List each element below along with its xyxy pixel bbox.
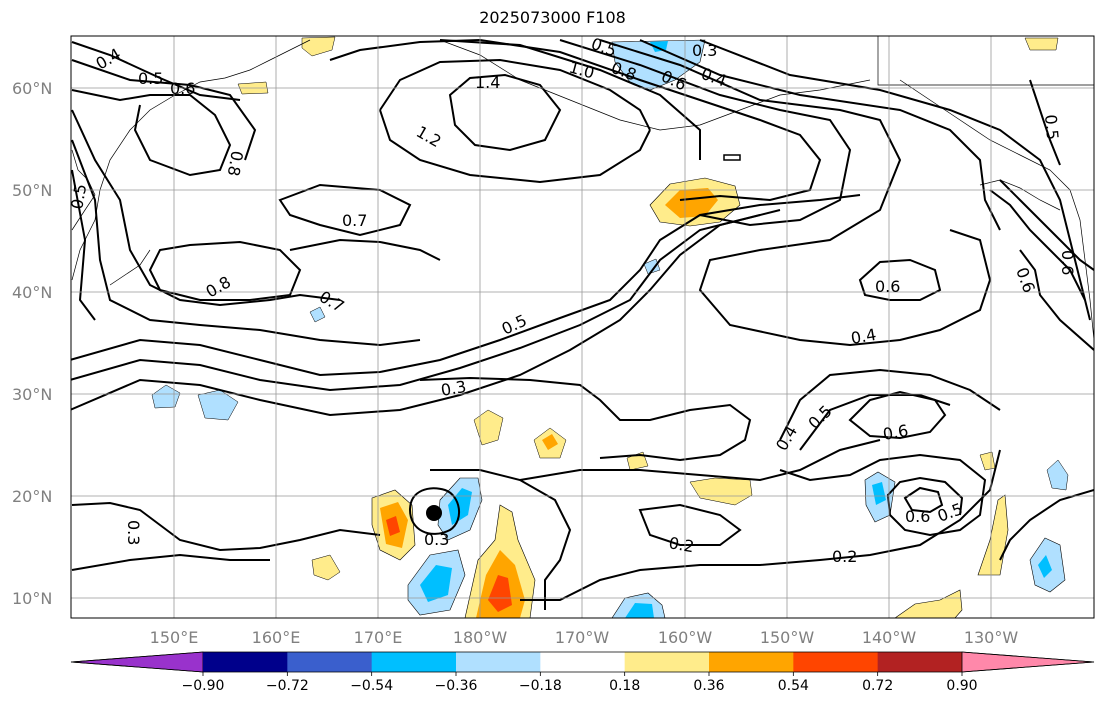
lon-label: 140°W: [862, 628, 917, 647]
shade-neg-w1: [151, 384, 181, 409]
colorbar-segment: [540, 652, 626, 672]
lon-label: 150°E: [150, 628, 199, 647]
shade-neg-typhoon-ec: [448, 488, 472, 525]
colorbar-extend-low: [70, 651, 204, 673]
colorbar-tick-label: 0.36: [693, 678, 724, 694]
shade-neg-east1c: [872, 482, 886, 505]
shade-pos-east2: [894, 589, 963, 618]
colorbar-segment: [877, 652, 963, 672]
colorbar-segment: [624, 652, 710, 672]
contour-label: 0.6: [170, 79, 195, 98]
colorbar-tick-label: 0.72: [862, 678, 893, 694]
lon-label: 130°W: [964, 628, 1019, 647]
shade-pos-typhoon-wcc: [386, 516, 400, 536]
contour-label: 0.6: [905, 507, 930, 526]
lat-label: 20°N: [12, 487, 52, 506]
contour-label: 0.3: [424, 530, 449, 549]
contour-label: 0.3: [439, 377, 467, 400]
contour-label: 0.7: [342, 211, 367, 230]
shade-pos-48n-core: [665, 188, 718, 218]
contour-label: 0.2: [832, 547, 857, 566]
shade-neg-east3: [1046, 459, 1069, 491]
colorbar-tick-label: 0.54: [778, 678, 809, 694]
shade-neg-w3: [309, 306, 326, 323]
latitude-labels: 60°N 50°N 40°N 30°N 20°N 10°N: [12, 79, 52, 608]
lat-label: 10°N: [12, 589, 52, 608]
small-box-marker: [723, 154, 741, 161]
colorbar-tick-label: 0.90: [946, 678, 977, 694]
lat-label: 30°N: [12, 385, 52, 404]
lon-label: 160°E: [252, 628, 301, 647]
contour-label: 0.6: [875, 277, 900, 296]
lat-label: 50°N: [12, 181, 52, 200]
shade-neg-south-c: [625, 603, 654, 618]
colorbar-tick-label: 0.18: [609, 678, 640, 694]
contour-label: 0.3: [692, 41, 717, 60]
shade-pos-typhoon-scc: [488, 575, 512, 612]
shade-pos-east1: [977, 494, 1009, 576]
shade-neg-w2: [197, 389, 239, 421]
colorbar-segment: [793, 652, 879, 672]
shade-pos-t2c: [542, 434, 558, 450]
lon-label: 170°E: [354, 628, 403, 647]
lon-label: 170°W: [555, 628, 610, 647]
lon-label: 150°W: [760, 628, 815, 647]
shade-pos-sw: [311, 554, 341, 581]
storm-center-marker: [426, 505, 442, 521]
contour-labels: 0.4 0.5 0.6 0.8 0.5 1.4 1.2 1.0 0.8 0.6 …: [67, 36, 1077, 566]
contour-label: 0.4: [849, 325, 877, 348]
contour-label: 0.5: [138, 69, 163, 88]
gridlines: [71, 36, 1094, 618]
contour-lines: [71, 39, 1094, 610]
contour-label: 1.4: [475, 73, 500, 92]
colorbar-segment: [456, 652, 541, 672]
contour-label: 0.2: [667, 533, 695, 556]
colorbar-segment: [709, 652, 794, 672]
colorbar-segment: [371, 652, 457, 672]
contour-label: 0.3: [124, 520, 143, 545]
map-area: [71, 36, 1094, 618]
contour-label: 0.8: [224, 149, 247, 177]
colorbar-tick-label: −0.90: [182, 678, 225, 694]
shade-neg-42n: [643, 258, 661, 275]
contour-label: 0.5: [67, 182, 90, 210]
colorbar-tick-label: −0.54: [350, 678, 393, 694]
colorbar-segment: [203, 652, 288, 672]
longitude-labels: 150°E 160°E 170°E 180°W 170°W 160°W 150°…: [150, 628, 1019, 647]
colorbar-segment: [287, 652, 373, 672]
contour-label: 0.6: [881, 421, 909, 444]
colorbar-tick-label: −0.72: [266, 678, 309, 694]
contour-label: 0.5: [1041, 114, 1062, 141]
colorbar: −0.90 −0.72 −0.54 −0.36 −0.18 0.18 0.36 0.54 0.7…: [70, 651, 1095, 694]
shade-pos-t1: [473, 409, 504, 446]
colorbar-tick-label: −0.18: [519, 678, 562, 694]
lat-label: 40°N: [12, 283, 52, 302]
shade-pos-t4: [689, 477, 753, 506]
lat-label: 60°N: [12, 79, 52, 98]
lon-label: 180°W: [453, 628, 508, 647]
lon-label: 160°W: [658, 628, 713, 647]
colorbar-extend-high: [961, 651, 1095, 673]
colorbar-tick-label: −0.36: [435, 678, 478, 694]
shade-neg-typhoon-sc: [420, 565, 452, 602]
contour-label: 0.6: [1058, 250, 1077, 275]
shade-pos-north2: [1024, 37, 1059, 51]
shade-neg-east2c: [1038, 555, 1052, 578]
shade-pos-north: [301, 36, 336, 57]
map-title: 2025073000 F108: [479, 8, 626, 27]
